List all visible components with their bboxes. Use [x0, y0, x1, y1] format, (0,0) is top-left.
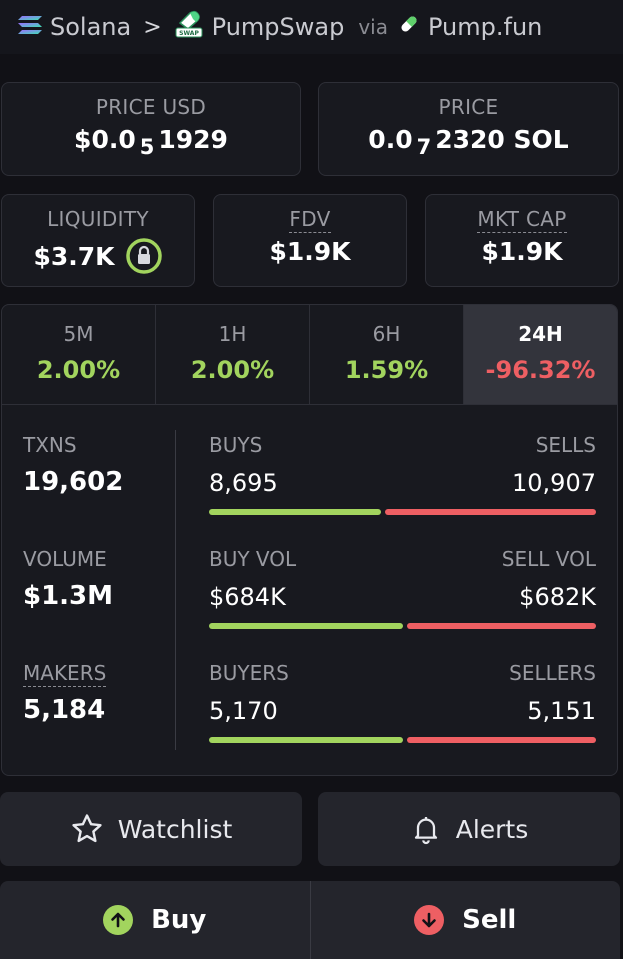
launchpad-link[interactable]: Pump.fun	[428, 13, 543, 41]
buys-value: 8,695	[209, 469, 278, 497]
bell-icon	[414, 817, 437, 845]
mkt-cap-value: $1.9K	[481, 237, 563, 266]
sell-vol-bar-segment	[406, 623, 596, 629]
volume-value: $1.3M	[23, 581, 114, 611]
price-usd-value: $0.0 5 1929	[74, 125, 228, 159]
price-native-card: PRICE 0.0 7 2320 SOL	[318, 82, 619, 176]
change-24h: -96.32%	[485, 356, 596, 384]
makers-stat: MAKERS 5,184	[23, 661, 107, 725]
sellers-bar-segment	[406, 737, 596, 743]
buyers-label: BUYERS	[209, 661, 289, 685]
svg-text:SWAP: SWAP	[179, 30, 199, 37]
sells-label: SELLS	[535, 433, 596, 457]
sell-vol-value: $682K	[519, 583, 596, 611]
buyers-ratio-bar	[209, 737, 596, 743]
tab-1h[interactable]: 1H 2.00%	[156, 305, 310, 404]
price-native-value: 0.0 7 2320 SOL	[368, 125, 569, 159]
watchlist-button[interactable]: Watchlist	[0, 792, 302, 866]
alerts-button[interactable]: Alerts	[318, 792, 620, 866]
breadcrumb: Solana > SWAP PumpSwap via Pump.fun	[0, 0, 623, 54]
locked-liquidity-icon[interactable]	[125, 237, 163, 275]
liquidity-label: LIQUIDITY	[47, 207, 149, 231]
sell-button[interactable]: Sell	[309, 881, 621, 959]
sellers-label: SELLERS	[509, 661, 596, 685]
solana-logo-icon	[18, 13, 42, 41]
buys-sells-row: BUYS SELLS 8,695 10,907	[209, 433, 596, 515]
liquidity-value: $3.7K	[33, 241, 115, 271]
arrow-down-icon	[414, 905, 445, 935]
fdv-value: $1.9K	[269, 237, 351, 266]
timeframe-tabs: 5M 2.00% 1H 2.00% 6H 1.59% 24H -96.32%	[2, 305, 617, 405]
arrow-up-icon	[103, 905, 134, 935]
chevron-right-icon: >	[143, 14, 162, 40]
sell-vol-label: SELL VOL	[501, 547, 596, 571]
tab-24h[interactable]: 24H -96.32%	[464, 305, 617, 404]
pill-icon	[398, 13, 420, 41]
buys-bar-segment	[209, 509, 381, 515]
txns-value: 19,602	[23, 467, 124, 497]
sells-value: 10,907	[512, 469, 596, 497]
sells-bar-segment	[384, 509, 596, 515]
via-label: via	[358, 15, 388, 39]
stats-panel: 5M 2.00% 1H 2.00% 6H 1.59% 24H -96.32% T…	[1, 304, 618, 776]
change-6h: 1.59%	[344, 356, 429, 384]
txns-stat: TXNS 19,602	[23, 433, 123, 497]
tab-6h[interactable]: 6H 1.59%	[310, 305, 464, 404]
dex-link[interactable]: PumpSwap	[211, 13, 345, 41]
column-divider	[175, 430, 176, 750]
mkt-cap-card: MKT CAP $1.9K	[425, 194, 619, 287]
buy-vol-label: BUY VOL	[209, 547, 297, 571]
buys-sells-ratio-bar	[209, 509, 596, 515]
tab-5m[interactable]: 5M 2.00%	[2, 305, 156, 404]
fdv-label[interactable]: FDV	[289, 207, 331, 233]
buyers-value: 5,170	[209, 697, 278, 725]
fdv-card: FDV $1.9K	[213, 194, 407, 287]
buy-vol-value: $684K	[209, 583, 286, 611]
volume-ratio-bar	[209, 623, 596, 629]
change-1h: 2.00%	[190, 356, 275, 384]
buyers-bar-segment	[209, 737, 403, 743]
star-icon	[72, 814, 102, 843]
trade-bar: Buy Sell	[0, 881, 620, 959]
buys-label: BUYS	[209, 433, 263, 457]
volume-split-row: BUY VOL SELL VOL $684K $682K	[209, 547, 596, 629]
price-usd-label: PRICE USD	[95, 95, 207, 119]
chain-link[interactable]: Solana	[50, 13, 132, 41]
sellers-value: 5,151	[527, 697, 596, 725]
volume-label: VOLUME	[23, 547, 107, 571]
price-native-label: PRICE	[438, 95, 499, 119]
buy-button[interactable]: Buy	[0, 881, 310, 959]
txns-label: TXNS	[23, 433, 77, 457]
volume-stat: VOLUME $1.3M	[23, 547, 113, 611]
pumpswap-logo-icon: SWAP	[174, 9, 204, 45]
buy-vol-bar-segment	[209, 623, 403, 629]
makers-value: 5,184	[23, 695, 106, 725]
change-5m: 2.00%	[36, 356, 121, 384]
liquidity-card: LIQUIDITY $3.7K	[1, 194, 195, 287]
makers-label[interactable]: MAKERS	[23, 661, 107, 687]
price-usd-card: PRICE USD $0.0 5 1929	[1, 82, 301, 176]
buyers-sellers-row: BUYERS SELLERS 5,170 5,151	[209, 661, 596, 743]
mkt-cap-label[interactable]: MKT CAP	[477, 207, 567, 233]
